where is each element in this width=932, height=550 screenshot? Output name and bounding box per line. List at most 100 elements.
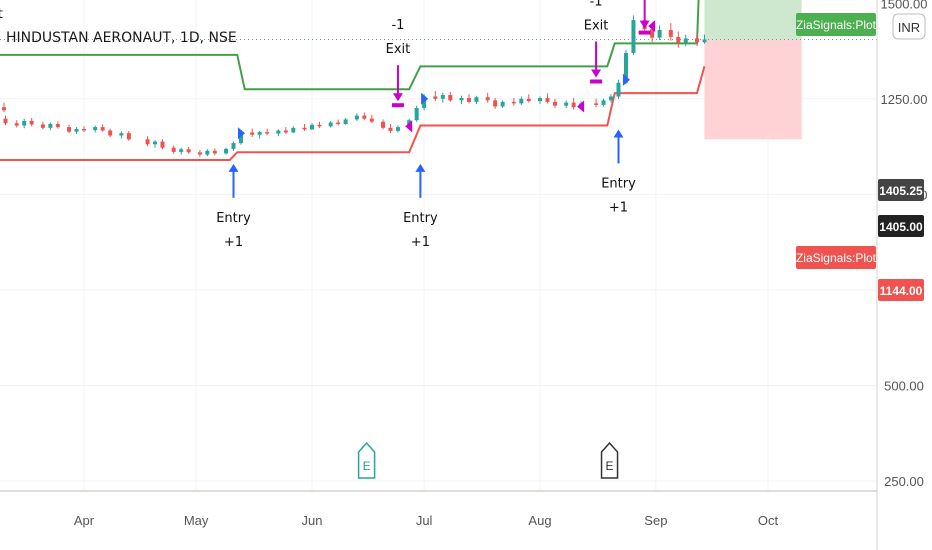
- candle-body: [205, 150, 210, 155]
- time-axis[interactable]: Apr May Jun Jul Aug Sep Oct: [74, 513, 779, 528]
- candle-body: [328, 122, 333, 127]
- price-tick-label: 1250.00: [881, 92, 928, 107]
- candle-body: [2, 107, 6, 111]
- candle-body: [564, 102, 569, 106]
- earnings-label: E: [363, 459, 371, 473]
- entry-1-annotation: Entry +1: [216, 163, 251, 250]
- profit-zone: [704, 0, 802, 40]
- price-axis[interactable]: 250.00500.00750.001000.001250.001500.001…: [881, 0, 928, 489]
- candle-body: [474, 97, 479, 102]
- entry-qty-label: +1: [224, 235, 243, 250]
- candle-body: [702, 39, 707, 43]
- plot-label-bg: [796, 246, 876, 269]
- sell-marker: [648, 20, 656, 33]
- candle-body: [500, 101, 505, 107]
- candle-body: [601, 100, 606, 105]
- stop-price-tag: 1144.00: [878, 279, 924, 301]
- candle-body: [55, 124, 60, 128]
- candle-body: [545, 98, 550, 102]
- exit-label: Exit: [386, 42, 411, 57]
- price-tag-bg: [878, 179, 924, 201]
- candle-body: [231, 143, 236, 149]
- stop-plot-label: ZiaSignals:Plot: [796, 246, 877, 269]
- candle-body: [395, 127, 400, 131]
- candle-body: [448, 94, 453, 101]
- candle-body: [668, 30, 673, 37]
- candle-body: [459, 98, 464, 101]
- earnings-label: E: [606, 459, 614, 473]
- exit-bar: [590, 79, 603, 84]
- candle-body: [571, 102, 576, 108]
- candle-body: [609, 96, 614, 101]
- stop-and-trail-lines: [0, 0, 706, 161]
- time-tick-label: Sep: [644, 513, 667, 528]
- candle-body: [354, 115, 359, 120]
- candle-body: [362, 115, 367, 119]
- candle-body: [100, 127, 105, 131]
- candle-body: [265, 132, 270, 134]
- price-tick-label: 1500.00: [881, 0, 928, 11]
- candle-body: [126, 133, 131, 140]
- candle-body: [369, 118, 374, 122]
- candle-body: [179, 149, 184, 152]
- candle-body: [171, 147, 176, 152]
- risk-reward-zones: [0, 0, 877, 140]
- candle-body: [336, 122, 341, 125]
- candle-body: [650, 29, 655, 38]
- exit-qty-label: -1: [590, 0, 603, 10]
- candle-body: [343, 119, 348, 125]
- entry-label: Entry: [601, 176, 636, 191]
- candle-body: [676, 36, 681, 43]
- exit-arrow-head: [392, 93, 403, 102]
- price-tag-bg: [878, 279, 924, 301]
- entry-arrow-head: [228, 163, 239, 172]
- candle-body: [74, 128, 79, 132]
- loss-zone: [704, 39, 802, 140]
- plot-label-bg: [796, 13, 876, 36]
- candle-body: [108, 130, 113, 136]
- candle-body: [224, 148, 229, 154]
- candle-body: [511, 101, 516, 104]
- entry-price-tag: 1405.00: [878, 215, 924, 237]
- time-tick-label: Apr: [74, 513, 95, 528]
- entry-qty-label: +1: [609, 200, 628, 215]
- candle-body: [631, 20, 636, 53]
- candle-body: [291, 127, 296, 133]
- candle-body: [388, 127, 393, 131]
- price-tag-value: 1405.25: [879, 184, 923, 198]
- candle-body: [250, 132, 255, 135]
- plot-label-text: ZiaSignals:Plot: [796, 18, 877, 32]
- candle-body: [257, 132, 262, 135]
- symbol-title: HINDUSTAN AERONAUT, 1D, NSE: [6, 30, 237, 46]
- price-tag-value: 1144.00: [880, 284, 923, 298]
- exit-label: Exit: [0, 7, 3, 22]
- candle-body: [186, 149, 191, 153]
- time-tick-label: Aug: [528, 513, 551, 528]
- candle-body: [283, 130, 288, 133]
- candle-body: [694, 38, 699, 43]
- currency-button[interactable]: INR: [892, 13, 926, 40]
- currency-label: INR: [898, 20, 920, 35]
- time-tick-label: Oct: [758, 513, 779, 528]
- exit-2-annotation: -1 Exit: [386, 18, 411, 108]
- candle-body: [422, 96, 427, 108]
- earnings-2-icon[interactable]: E: [600, 441, 619, 479]
- time-tick-label: May: [184, 513, 209, 528]
- earnings-badge: [357, 441, 376, 479]
- earnings-1-icon[interactable]: E: [357, 441, 376, 479]
- entry-2-annotation: Entry +1: [403, 163, 438, 250]
- candle-body: [381, 121, 386, 128]
- signal-markers: [237, 20, 656, 140]
- candle-body: [238, 132, 243, 144]
- candle-body: [82, 128, 86, 131]
- plot-label-text: ZiaSignals:Plot: [796, 251, 877, 265]
- candle-body: [93, 127, 98, 131]
- candle-body: [440, 94, 445, 99]
- candle-body: [212, 150, 217, 154]
- trailing-line: [0, 0, 700, 91]
- plot-labels: ZiaSignals:Plot ZiaSignals:Plot: [796, 13, 877, 269]
